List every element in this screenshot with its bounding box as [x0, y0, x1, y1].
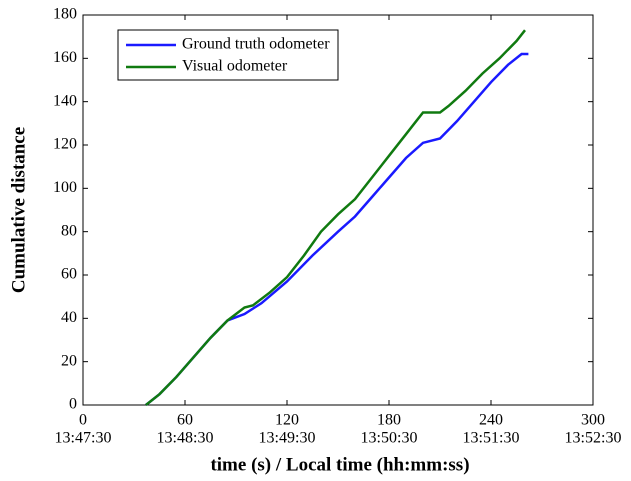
y-tick-label: 120	[53, 136, 77, 153]
y-tick-label: 140	[53, 92, 77, 109]
x-tick-time-label: 13:52:30	[565, 430, 622, 447]
y-tick-label: 40	[61, 309, 77, 326]
x-tick-time-label: 13:47:30	[55, 430, 112, 447]
x-tick-time-label: 13:49:30	[259, 430, 316, 447]
x-tick-time-label: 13:51:30	[463, 430, 520, 447]
plot-frame	[82, 14, 594, 406]
y-tick-label: 80	[61, 222, 77, 239]
x-tick-time-label: 13:48:30	[157, 430, 214, 447]
y-tick-label: 180	[53, 6, 77, 23]
y-tick-label: 160	[53, 49, 77, 66]
line-series	[145, 29, 526, 406]
x-tick-label: 60	[177, 412, 193, 429]
x-tick-time-label: 13:50:30	[361, 430, 418, 447]
x-tick-label: 120	[275, 412, 299, 429]
x-tick-label: 240	[479, 412, 503, 429]
legend-label: Visual odometer	[182, 58, 288, 75]
y-tick-label: 60	[61, 266, 77, 283]
y-tick-label: 0	[69, 396, 77, 413]
legend-label: Ground truth odometer	[182, 36, 330, 53]
y-tick-label: 20	[61, 352, 77, 369]
y-tick-label: 100	[53, 179, 77, 196]
x-tick-label: 300	[581, 412, 605, 429]
x-axis-label: time (s) / Local time (hh:mm:ss)	[210, 454, 469, 475]
x-tick-label: 180	[377, 412, 401, 429]
line-series	[145, 52, 529, 406]
legend-box	[117, 29, 339, 81]
y-axis-label: Cumulative distance	[8, 127, 29, 293]
x-tick-label: 0	[79, 412, 87, 429]
